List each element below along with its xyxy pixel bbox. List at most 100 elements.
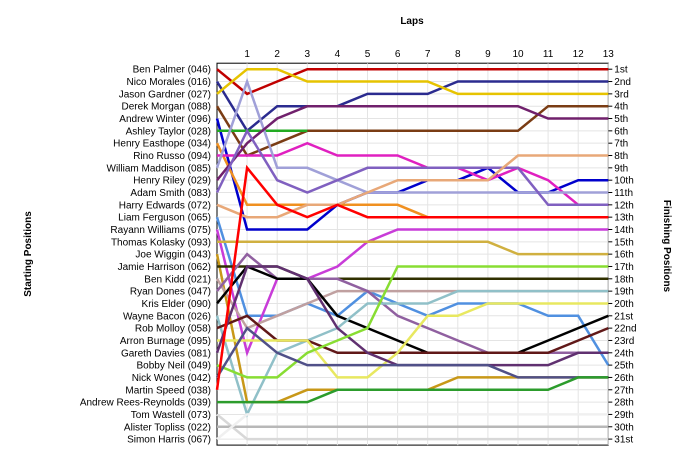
start-position-label: Thomas Kolasky (093) xyxy=(111,237,211,248)
finish-position-label: 1st xyxy=(614,65,628,76)
lap-tick-label: 5 xyxy=(365,49,371,60)
start-position-label: Ben Palmer (046) xyxy=(133,65,211,76)
left-axis-title: Starting Positions xyxy=(23,211,34,297)
finish-position-label: 13th xyxy=(614,213,633,224)
start-position-label: Ashley Taylor (028) xyxy=(126,126,211,137)
start-position-label: Rob Molloy (058) xyxy=(135,324,211,335)
axis-labels: Ben Palmer (046)Nico Morales (016)Jason … xyxy=(80,49,637,445)
start-position-label: Martin Speed (038) xyxy=(125,385,211,396)
start-position-label: Tom Wastell (073) xyxy=(131,410,211,421)
start-position-label: Rino Russo (094) xyxy=(133,151,211,162)
lap-tick-label: 11 xyxy=(543,49,554,60)
start-position-label: Henry Easthope (034) xyxy=(113,139,211,150)
start-position-label: Bobby Neil (049) xyxy=(137,361,211,372)
start-position-label: Ben Kidd (021) xyxy=(144,274,211,285)
finish-position-label: 4th xyxy=(614,102,628,113)
finish-position-label: 30th xyxy=(614,422,633,433)
finish-position-label: 24th xyxy=(614,348,633,359)
finish-position-label: 19th xyxy=(614,287,633,298)
start-position-label: Jason Gardner (027) xyxy=(119,89,211,100)
series-line xyxy=(216,413,609,441)
finish-position-label: 18th xyxy=(614,274,633,285)
finish-position-label: 7th xyxy=(614,139,628,150)
lap-tick-label: 4 xyxy=(335,49,341,60)
finish-position-label: 29th xyxy=(614,410,633,421)
series-line xyxy=(216,67,609,96)
right-axis-title: Finishing Positions xyxy=(661,200,672,293)
series-line xyxy=(215,326,609,379)
finish-position-label: 5th xyxy=(614,114,628,125)
finish-position-label: 26th xyxy=(614,373,633,384)
finish-position-label: 14th xyxy=(614,225,633,236)
x-axis-title: Laps xyxy=(400,16,424,27)
lap-tick-label: 9 xyxy=(485,49,491,60)
start-position-label: Andrew Winter (096) xyxy=(119,114,211,125)
start-position-label: Kris Elder (090) xyxy=(142,299,211,310)
series-line xyxy=(216,67,609,96)
series-line xyxy=(215,289,609,418)
series-line xyxy=(216,413,609,441)
start-position-label: Nico Morales (016) xyxy=(127,77,211,88)
lap-tick-label: 8 xyxy=(455,49,461,60)
finish-position-label: 17th xyxy=(614,262,633,273)
series-line xyxy=(216,104,609,181)
series-line xyxy=(216,264,609,355)
start-position-label: Andrew Rees-Reynolds (039) xyxy=(80,398,211,409)
lap-tick-label: 1 xyxy=(244,49,250,60)
series-line xyxy=(217,240,609,256)
start-position-label: Derek Morgan (088) xyxy=(122,102,211,113)
series-line xyxy=(216,265,609,379)
finish-position-label: 11th xyxy=(614,188,633,199)
start-position-label: William Maddison (085) xyxy=(107,163,211,174)
start-position-label: Ryan Dones (047) xyxy=(130,287,211,298)
lap-tick-label: 12 xyxy=(573,49,585,60)
series-line xyxy=(217,376,609,404)
finish-position-label: 2nd xyxy=(614,77,631,88)
finish-position-label: 16th xyxy=(614,250,633,261)
start-position-label: Nick Wones (042) xyxy=(132,373,211,384)
series-line xyxy=(217,141,609,207)
finish-position-label: 6th xyxy=(614,126,628,137)
start-position-label: Joe Wiggin (043) xyxy=(135,250,211,261)
finish-position-label: 9th xyxy=(614,163,628,174)
start-position-label: Rayann Williams (075) xyxy=(110,225,211,236)
lap-tick-label: 2 xyxy=(274,49,280,60)
start-position-label: Alister Topliss (022) xyxy=(124,422,211,433)
series-line xyxy=(216,154,609,219)
finish-position-label: 23rd xyxy=(614,336,634,347)
start-position-label: Henry Riley (029) xyxy=(133,176,211,187)
finish-position-label: 27th xyxy=(614,385,633,396)
lap-tick-label: 6 xyxy=(395,49,401,60)
lap-tick-label: 13 xyxy=(603,49,615,60)
series-line xyxy=(215,80,609,133)
start-position-label: Jamie Harrison (062) xyxy=(118,262,211,273)
finish-position-label: 10th xyxy=(614,176,633,187)
finish-position-label: 12th xyxy=(614,200,633,211)
series-line xyxy=(215,77,609,194)
start-position-label: Liam Ferguson (065) xyxy=(118,213,211,224)
finish-position-label: 3rd xyxy=(614,89,628,100)
series-line xyxy=(217,302,609,379)
start-position-label: Gareth Davies (081) xyxy=(121,348,211,359)
finish-position-label: 20th xyxy=(614,299,633,310)
lap-tick-label: 10 xyxy=(512,49,524,60)
finish-position-label: 22nd xyxy=(614,324,636,335)
finish-position-label: 21st xyxy=(614,311,633,322)
lap-tick-label: 7 xyxy=(425,49,431,60)
start-position-label: Arron Burnage (095) xyxy=(120,336,211,347)
series-line xyxy=(215,164,609,390)
start-position-label: Wayne Bacon (026) xyxy=(123,311,211,322)
finish-position-label: 15th xyxy=(614,237,633,248)
finish-position-label: 31st xyxy=(614,435,633,446)
start-position-label: Simon Harris (067) xyxy=(127,435,211,446)
lap-tick-label: 3 xyxy=(305,49,311,60)
start-position-label: Harry Edwards (072) xyxy=(119,200,211,211)
start-position-label: Adam Smith (083) xyxy=(130,188,211,199)
finish-position-label: 28th xyxy=(614,398,633,409)
finish-position-label: 25th xyxy=(614,361,633,372)
series-line xyxy=(215,128,609,207)
finish-position-label: 8th xyxy=(614,151,628,162)
series-line xyxy=(215,104,609,158)
series-lines xyxy=(215,67,610,441)
